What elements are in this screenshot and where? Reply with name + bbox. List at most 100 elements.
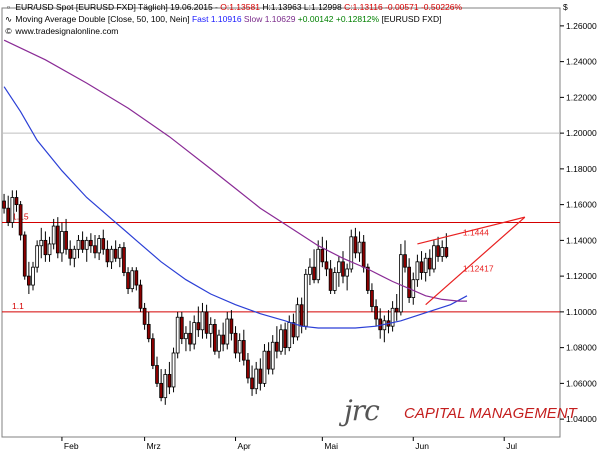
- logo-tagline: CAPITAL MANAGEMENT: [404, 405, 577, 422]
- wedge-label: 1.12417: [463, 264, 494, 274]
- ohlc-open: O:1.13581: [220, 2, 260, 12]
- candle-body: [357, 241, 362, 254]
- header-line-1: ▫ EUR/USD Spot [EURUSD FXD] Täglich] 19.…: [4, 2, 462, 12]
- candle-body: [332, 272, 337, 291]
- candle-body: [6, 207, 11, 223]
- candle-body: [204, 311, 209, 334]
- candle-body: [151, 338, 155, 366]
- candle-body: [27, 275, 31, 286]
- candle-body: [175, 316, 180, 354]
- candle-body: [316, 248, 321, 281]
- y-tick-label: 1.18000: [566, 164, 597, 174]
- candle-body: [275, 341, 279, 352]
- y-tick-label: 1.24000: [566, 57, 597, 67]
- candle-body: [14, 197, 19, 206]
- candle-body: [436, 245, 440, 257]
- candle-body: [250, 377, 254, 390]
- x-tick-label: Jun: [415, 441, 429, 451]
- indicator-symbol: [EURUSD FXD]: [379, 14, 442, 24]
- ohlc-hlc: H:1.13963 L:1.12998: [259, 2, 345, 12]
- candle-body: [337, 261, 341, 273]
- candle-body: [394, 307, 399, 313]
- y-tick-label: 1.12000: [566, 271, 597, 281]
- y-tick-label: 1.16000: [566, 200, 597, 210]
- y-tick-label: 1.22000: [566, 92, 597, 102]
- ma-line-slow: [3, 39, 467, 302]
- candle-body: [184, 332, 188, 340]
- chart-icon: ▫: [6, 2, 10, 12]
- candle-body: [89, 239, 93, 247]
- candle-body: [39, 239, 44, 247]
- candle-body: [378, 318, 383, 331]
- candle-body: [349, 236, 354, 270]
- y-tick-label: 1.04000: [566, 414, 597, 424]
- candle-body: [68, 248, 73, 259]
- candle-body: [117, 247, 122, 259]
- candle-body: [279, 329, 283, 352]
- candle-body: [142, 307, 147, 325]
- candle-body: [415, 261, 420, 281]
- candle-body: [97, 238, 101, 254]
- candle-body: [179, 316, 184, 340]
- candle-body: [233, 332, 238, 354]
- candle-body: [427, 257, 432, 270]
- candle-body: [432, 245, 436, 270]
- level-label: 1.1: [12, 301, 24, 311]
- candle-body: [188, 332, 192, 345]
- candle-body: [266, 350, 271, 370]
- candle-body: [411, 279, 416, 298]
- candle-body: [35, 245, 39, 268]
- candle-body: [419, 261, 424, 273]
- candle-body: [47, 243, 52, 256]
- candle-body: [64, 231, 68, 250]
- candle-body: [10, 197, 15, 223]
- source-url: www.tradesignalonline.com: [15, 26, 119, 36]
- candle-body: [287, 322, 292, 349]
- candle-body: [84, 239, 89, 250]
- candle-body: [303, 273, 308, 327]
- x-tick-label: Jul: [506, 441, 517, 451]
- candle-body: [130, 270, 135, 290]
- candle-body: [171, 352, 176, 388]
- candle-body: [237, 340, 242, 354]
- candle-body: [22, 234, 27, 277]
- slow-ma-label: Slow 1.10629: [241, 14, 296, 24]
- candle-body: [270, 341, 275, 370]
- candle-body: [444, 247, 449, 257]
- candle-body: [299, 304, 304, 327]
- y-tick-label: 1.08000: [566, 343, 597, 353]
- x-tick-label: Apr: [238, 441, 251, 451]
- candle-body: [399, 254, 403, 313]
- candle-body: [407, 266, 411, 298]
- candle-body: [370, 290, 374, 307]
- candle-body: [163, 374, 168, 399]
- x-tick-label: Feb: [64, 441, 79, 451]
- y-tick-label: 1.26000: [566, 21, 597, 31]
- x-tick-label: Mai: [324, 441, 338, 451]
- candle-body: [324, 261, 329, 270]
- candle-body: [423, 257, 428, 273]
- candle-body: [93, 245, 97, 254]
- logo-brand: jrc: [344, 394, 380, 427]
- header-line-3: © www.tradesignalonline.com: [4, 26, 118, 36]
- candle-body: [213, 323, 217, 352]
- candle-body: [365, 266, 370, 291]
- instrument-title: EUR/USD Spot [EURUSD FXD] Täglich] 19.06…: [15, 2, 221, 12]
- candle-body: [440, 247, 445, 257]
- x-tick-label: Mrz: [147, 441, 161, 451]
- candle-body: [43, 239, 48, 256]
- candle-body: [262, 350, 267, 384]
- candle-body: [225, 318, 230, 345]
- candle-body: [361, 241, 366, 268]
- candle-body: [341, 261, 345, 277]
- candle-body: [295, 304, 300, 338]
- candle-body: [55, 225, 60, 254]
- candle-body: [246, 359, 250, 379]
- candle-body: [80, 239, 85, 250]
- candle-body: [241, 340, 246, 361]
- candle-body: [72, 248, 77, 259]
- candle-body: [196, 322, 201, 331]
- candle-body: [31, 266, 35, 286]
- candle-body: [258, 368, 263, 384]
